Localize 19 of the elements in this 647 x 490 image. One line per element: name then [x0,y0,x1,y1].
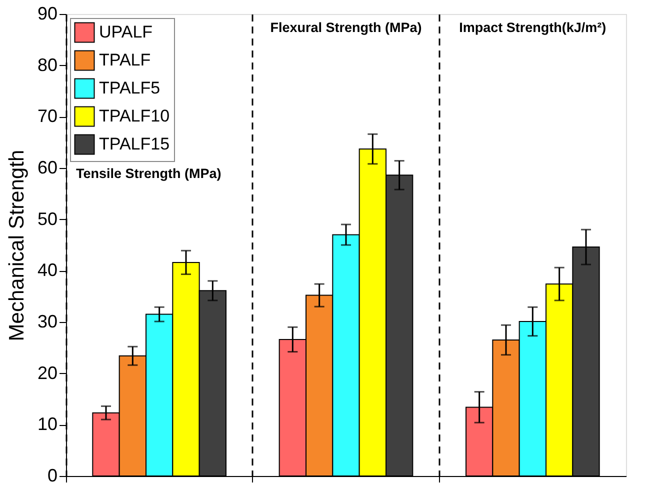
y-axis-title: Mechanical Strength [5,150,28,342]
legend-label: TPALF5 [99,78,160,98]
legend-label: TPALF15 [99,134,170,154]
legend-label: UPALF [99,22,153,42]
y-tick-label: 10 [37,414,58,434]
y-tick-label: 20 [37,362,58,383]
annotation: Impact Strength(kJ/m²) [459,20,606,35]
legend-label: TPALF [99,50,151,70]
legend-label: TPALF10 [99,106,170,126]
y-tick-label: 30 [37,312,58,332]
y-tick-label: 40 [37,260,58,280]
annotation: Flexural Strength (MPa) [270,20,422,35]
y-tick-label: 70 [37,106,58,126]
y-tick-label: 0 [47,466,58,486]
y-tick-label: 80 [37,54,58,75]
y-tick-label: 90 [37,4,58,24]
y-tick-label: 60 [37,158,58,178]
y-tick-label: 50 [37,208,58,229]
annotation: Tensile Strength (MPa) [76,166,222,181]
